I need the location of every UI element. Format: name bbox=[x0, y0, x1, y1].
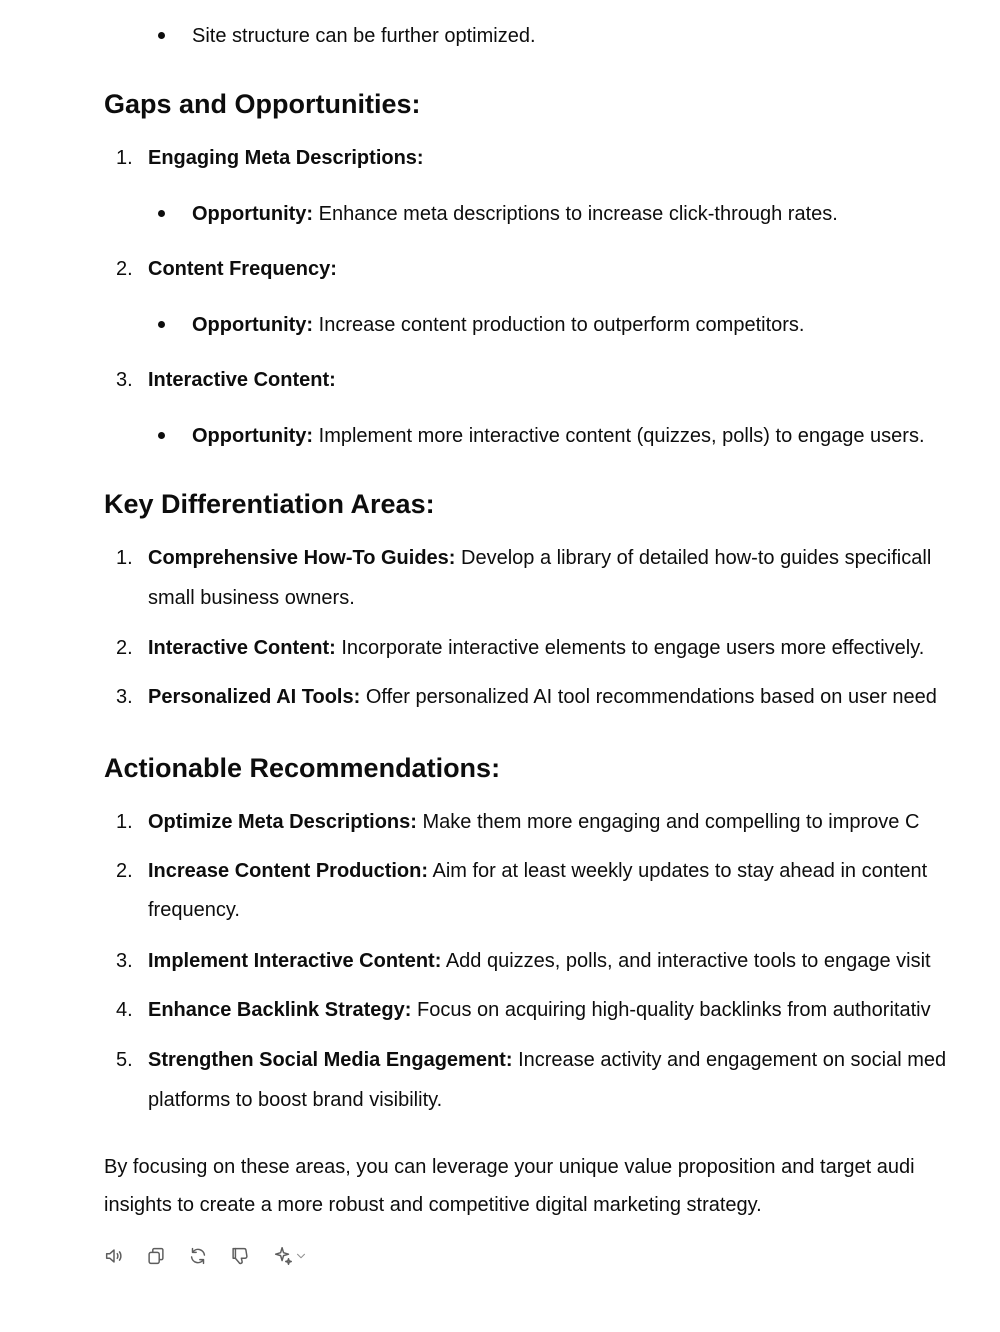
rec-item-text: Increase Content Production: Aim for at … bbox=[148, 859, 927, 883]
rec-item-body: Increase activity and engagement on soci… bbox=[512, 1049, 947, 1071]
sparkle-model-icon bbox=[274, 1247, 292, 1265]
diff-item-text: Comprehensive How-To Guides: Develop a l… bbox=[148, 546, 931, 570]
regenerate-icon bbox=[190, 1247, 206, 1265]
rec-item-body: Make them more engaging and compelling t… bbox=[416, 811, 920, 833]
gap-item-title: Engaging Meta Descriptions: bbox=[148, 146, 424, 170]
read-aloud-button[interactable] bbox=[100, 1242, 128, 1270]
gap-item-opportunity: Opportunity: Implement more interactive … bbox=[192, 424, 925, 448]
rec-item-number: 2. bbox=[116, 860, 133, 882]
speaker-icon bbox=[105, 1249, 122, 1263]
gap-item-number: 3. bbox=[116, 369, 133, 391]
bullet-dot bbox=[158, 432, 165, 439]
recommendations-heading: Actionable Recommendations: bbox=[104, 753, 501, 783]
rec-item-number: 4. bbox=[116, 999, 133, 1021]
gap-item-title-text: Interactive Content: bbox=[148, 369, 336, 391]
bullet-dot bbox=[158, 32, 165, 39]
bullet-dot bbox=[158, 321, 165, 328]
rec-item-label: Strengthen Social Media Engagement: bbox=[148, 1049, 513, 1071]
copy-button[interactable] bbox=[142, 1242, 170, 1270]
thumbs-down-icon bbox=[232, 1247, 248, 1265]
message-action-bar bbox=[100, 1242, 326, 1270]
chevron-down-icon bbox=[296, 1253, 306, 1259]
diff-item-label: Personalized AI Tools: bbox=[148, 686, 361, 708]
rec-item-continuation: platforms to boost brand visibility. bbox=[148, 1089, 443, 1111]
diff-item-number: 3. bbox=[116, 686, 133, 708]
rec-item-body: Aim for at least weekly updates to stay … bbox=[428, 860, 928, 882]
rec-item-text: Strengthen Social Media Engagement: Incr… bbox=[148, 1048, 946, 1072]
diff-item-continuation: small business owners. bbox=[148, 587, 355, 609]
rec-item-text: Optimize Meta Descriptions: Make them mo… bbox=[148, 810, 919, 834]
rec-item-number: 3. bbox=[116, 950, 133, 972]
rec-item-label: Increase Content Production: bbox=[148, 860, 429, 882]
bad-response-button[interactable] bbox=[226, 1242, 254, 1270]
rec-item-number: 5. bbox=[116, 1049, 133, 1071]
rec-item-label: Optimize Meta Descriptions: bbox=[148, 811, 417, 833]
switch-model-button[interactable] bbox=[268, 1242, 312, 1270]
rec-item-number: 1. bbox=[116, 811, 133, 833]
diff-item-number: 1. bbox=[116, 547, 133, 569]
opportunity-text: Increase content production to outperfor… bbox=[313, 314, 805, 336]
gap-item-opportunity: Opportunity: Enhance meta descriptions t… bbox=[192, 202, 838, 226]
diff-item-body: Incorporate interactive elements to enga… bbox=[335, 637, 925, 659]
copy-icon bbox=[148, 1247, 164, 1265]
gap-item-number: 2. bbox=[116, 258, 133, 280]
gap-item-title-text: Content Frequency: bbox=[148, 258, 337, 280]
opportunity-label: Opportunity: bbox=[192, 314, 314, 336]
closing-paragraph-line: insights to create a more robust and com… bbox=[104, 1194, 762, 1216]
rec-item-continuation: frequency. bbox=[148, 899, 240, 921]
diff-item-number: 2. bbox=[116, 637, 133, 659]
diff-item-text: Personalized AI Tools: Offer personalize… bbox=[148, 685, 937, 709]
top-bullet-text: Site structure can be further optimized. bbox=[192, 25, 536, 47]
diff-item-text: Interactive Content: Incorporate interac… bbox=[148, 636, 924, 660]
gap-item-number: 1. bbox=[116, 147, 133, 169]
rec-item-text: Implement Interactive Content: Add quizz… bbox=[148, 949, 931, 973]
differentiation-heading: Key Differentiation Areas: bbox=[104, 489, 435, 519]
rec-item-label: Enhance Backlink Strategy: bbox=[148, 999, 412, 1021]
opportunity-label: Opportunity: bbox=[192, 425, 314, 447]
diff-item-body: Offer personalized AI tool recommendatio… bbox=[360, 686, 937, 708]
rec-item-body: Add quizzes, polls, and interactive tool… bbox=[441, 950, 931, 972]
rec-item-body: Focus on acquiring high-quality backlink… bbox=[411, 999, 931, 1021]
opportunity-text: Implement more interactive content (quiz… bbox=[313, 425, 925, 447]
regenerate-button[interactable] bbox=[184, 1242, 212, 1270]
rec-item-text: Enhance Backlink Strategy: Focus on acqu… bbox=[148, 998, 931, 1022]
opportunity-label: Opportunity: bbox=[192, 203, 314, 225]
gap-item-title-text: Engaging Meta Descriptions: bbox=[148, 147, 424, 169]
diff-item-label: Interactive Content: bbox=[148, 637, 336, 659]
opportunity-text: Enhance meta descriptions to increase cl… bbox=[313, 203, 838, 225]
gap-item-title: Interactive Content: bbox=[148, 368, 336, 392]
gap-item-opportunity: Opportunity: Increase content production… bbox=[192, 313, 804, 337]
gaps-heading: Gaps and Opportunities: bbox=[104, 89, 421, 119]
diff-item-label: Comprehensive How-To Guides: bbox=[148, 547, 456, 569]
gap-item-title: Content Frequency: bbox=[148, 257, 337, 281]
bullet-dot bbox=[158, 210, 165, 217]
diff-item-body: Develop a library of detailed how-to gui… bbox=[455, 547, 932, 569]
rec-item-label: Implement Interactive Content: bbox=[148, 950, 442, 972]
closing-paragraph-line: By focusing on these areas, you can leve… bbox=[104, 1156, 915, 1178]
